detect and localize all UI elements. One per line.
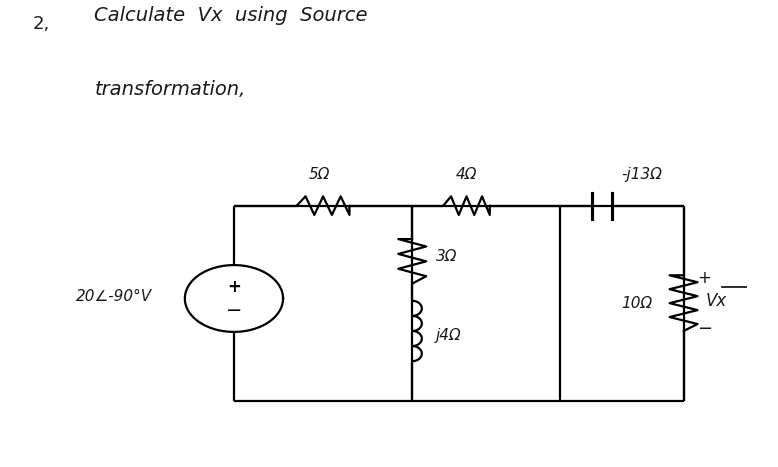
Text: 4Ω: 4Ω (456, 167, 477, 182)
Text: transformation,: transformation, (94, 80, 246, 99)
Text: +: + (227, 278, 241, 296)
Text: 5Ω: 5Ω (309, 167, 330, 182)
Text: 3Ω: 3Ω (436, 249, 457, 264)
Text: −: − (698, 320, 713, 338)
Text: 20∠-90°V: 20∠-90°V (75, 289, 152, 304)
Text: 10Ω: 10Ω (622, 296, 653, 311)
Text: Vx: Vx (706, 292, 727, 310)
Text: Calculate  Vx  using  Source: Calculate Vx using Source (94, 6, 368, 25)
Text: +: + (698, 269, 711, 287)
Text: 2,: 2, (33, 15, 50, 33)
Text: -j13Ω: -j13Ω (622, 167, 662, 182)
Text: j4Ω: j4Ω (436, 328, 461, 343)
Text: −: − (226, 301, 242, 319)
